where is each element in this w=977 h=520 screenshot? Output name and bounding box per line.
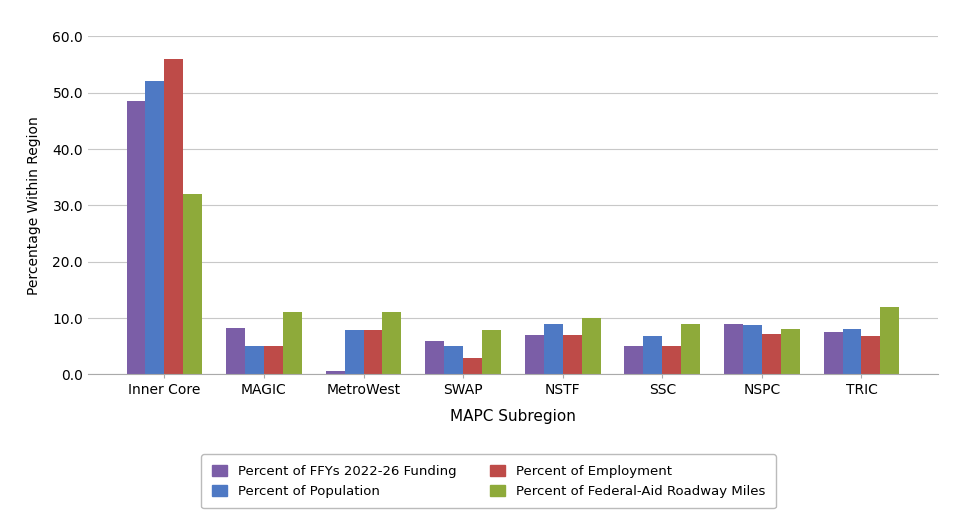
Bar [146,82,164,374]
Bar [544,323,563,374]
Bar [283,313,302,374]
Bar [862,336,880,374]
Bar [382,313,402,374]
Bar [724,323,743,374]
Bar [581,318,601,374]
Bar [164,59,184,374]
Bar [762,334,781,374]
Bar [363,331,382,374]
X-axis label: MAPC Subregion: MAPC Subregion [450,409,575,423]
Bar [563,335,581,374]
Bar [644,336,662,374]
Bar [226,328,245,374]
Bar [184,194,202,374]
Y-axis label: Percentage Within Region: Percentage Within Region [27,116,41,295]
Bar [463,358,482,374]
Bar [842,329,862,374]
Bar [662,346,681,374]
Bar [127,101,146,374]
Legend: Percent of FFYs 2022-26 Funding, Percent of Population, Percent of Employment, P: Percent of FFYs 2022-26 Funding, Percent… [201,454,776,508]
Bar [681,323,701,374]
Bar [264,346,283,374]
Bar [525,335,544,374]
Bar [445,346,463,374]
Bar [624,346,644,374]
Bar [824,332,842,374]
Bar [245,346,264,374]
Bar [482,331,501,374]
Bar [743,325,762,374]
Bar [425,341,445,374]
Bar [345,331,363,374]
Bar [781,329,800,374]
Bar [880,307,899,374]
Bar [325,371,345,374]
